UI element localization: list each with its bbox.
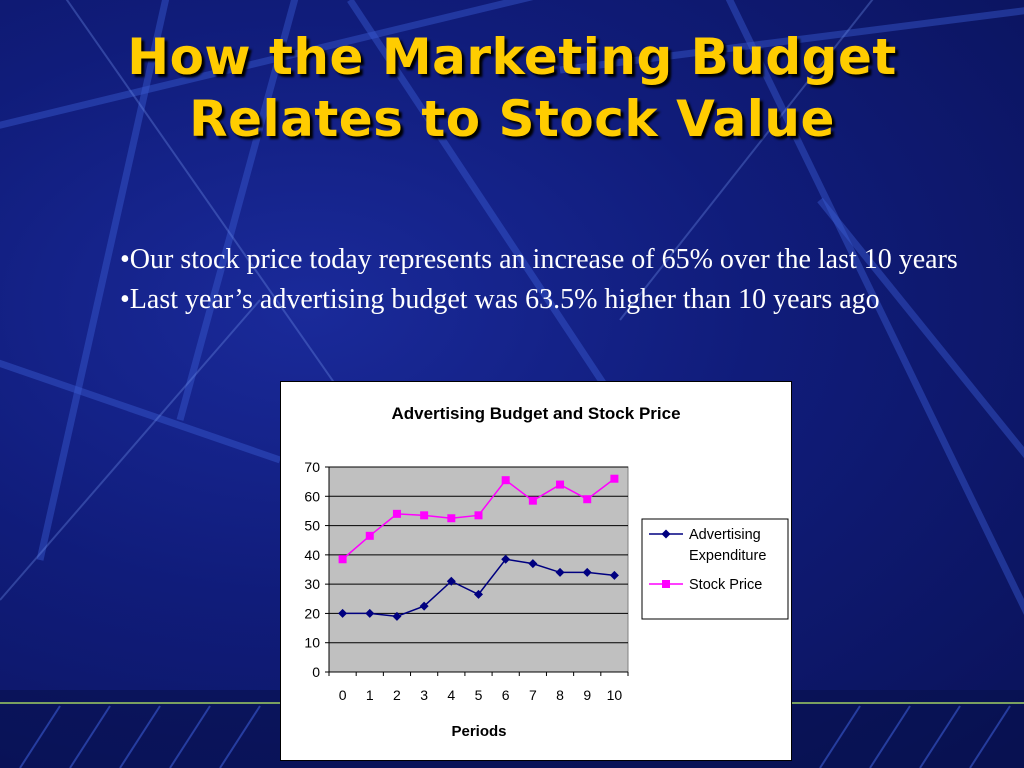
line-chart: Advertising Budget and Stock Price 01020…: [304, 404, 789, 740]
x-tick-label: 3: [420, 687, 428, 703]
legend-label: Stock Price: [689, 577, 762, 593]
x-tick-label: 5: [475, 687, 483, 703]
data-point: [474, 511, 483, 520]
series-group: [338, 474, 619, 621]
x-tick-label: 9: [583, 687, 591, 703]
x-tick-label: 4: [447, 687, 455, 703]
data-point: [555, 567, 565, 577]
chart-title: Advertising Budget and Stock Price: [391, 404, 680, 423]
data-point: [610, 474, 619, 483]
legend-entries: Advertising Expenditure Stock Price: [649, 527, 766, 593]
x-tick-label: 8: [556, 687, 564, 703]
data-point: [662, 580, 670, 588]
data-point: [365, 608, 375, 618]
data-point: [661, 529, 671, 539]
data-point: [420, 511, 429, 520]
legend-entry: Stock Price: [649, 577, 762, 593]
legend-entry: Advertising Expenditure: [649, 527, 766, 564]
y-axis: 0 10 20 30 40 50 60 70: [304, 459, 330, 680]
bullet-item: •Our stock price today represents an inc…: [120, 244, 958, 275]
bullet-list: •Our stock price today represents an inc…: [120, 240, 1000, 320]
x-tick-label: 10: [607, 687, 623, 703]
slide-title: How the Marketing Budget Relates to Stoc…: [127, 28, 897, 148]
data-point: [583, 495, 592, 504]
x-tick-label: 0: [339, 687, 347, 703]
series-stock-price: [338, 474, 619, 564]
data-point: [474, 589, 483, 599]
x-tick-label: 6: [502, 687, 510, 703]
x-tick-label: 7: [529, 687, 537, 703]
data-point: [609, 570, 619, 580]
data-point: [338, 608, 348, 618]
data-point: [392, 611, 402, 621]
y-tick-label: 70: [304, 459, 320, 475]
data-point: [501, 554, 511, 564]
data-point: [556, 480, 565, 489]
y-tick-label: 40: [304, 547, 320, 563]
bullet-item: •Last year’s advertising budget was 63.5…: [120, 284, 880, 315]
y-tick-label: 10: [304, 635, 320, 651]
x-tick-label: 1: [366, 687, 374, 703]
y-tick-label: 20: [304, 605, 320, 621]
gridlines: [329, 466, 628, 644]
data-point: [446, 576, 456, 586]
legend-label: Advertising Expenditure: [689, 527, 766, 564]
data-point: [447, 514, 456, 523]
x-tick-label: 2: [393, 687, 401, 703]
plot-area: [328, 466, 629, 673]
y-tick-label: 30: [304, 576, 320, 592]
chart-container: Advertising Budget and Stock Price 0 10 20…: [280, 381, 792, 761]
data-point: [501, 476, 510, 485]
series-advertising-expenditure: [338, 554, 619, 621]
data-point: [528, 496, 537, 505]
y-tick-label: 0: [312, 664, 320, 680]
x-axis-label: Periods: [451, 723, 506, 740]
x-axis: 0 1 2 3 4 5 6 7 8 9 10: [328, 671, 629, 703]
data-point: [528, 559, 538, 569]
data-point: [392, 509, 401, 518]
y-tick-label: 60: [304, 488, 320, 504]
legend: Advertising Expenditure Stock Price: [641, 518, 789, 620]
y-tick-label: 50: [304, 518, 320, 534]
data-point: [419, 601, 429, 611]
data-point: [582, 567, 592, 577]
data-point: [365, 531, 374, 540]
data-point: [338, 555, 347, 564]
